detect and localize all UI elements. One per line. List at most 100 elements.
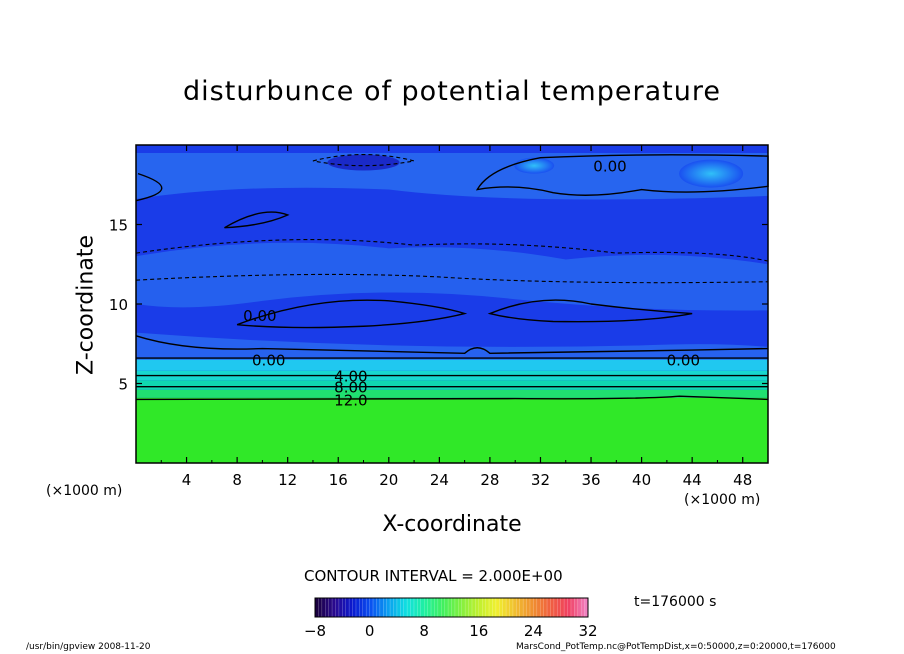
colorbar-tick-label-2: 8 bbox=[419, 622, 429, 640]
colorbar-cell bbox=[533, 598, 538, 617]
field-upper-band bbox=[136, 152, 768, 200]
colorbar-cell bbox=[338, 598, 343, 617]
x-tick-label-48: 48 bbox=[733, 471, 752, 489]
colorbar-cell bbox=[424, 598, 429, 617]
colorbar-cell bbox=[352, 598, 357, 617]
colorbar-cell bbox=[427, 598, 432, 617]
colorbar-cell bbox=[393, 598, 398, 617]
x-tick-label-8: 8 bbox=[232, 471, 242, 489]
contour-zero-mid-right bbox=[487, 299, 693, 323]
colorbar-cell bbox=[386, 598, 391, 617]
time-label: t=176000 s bbox=[634, 594, 717, 610]
colorbar-cell bbox=[379, 598, 384, 617]
colorbar-cell bbox=[570, 598, 575, 617]
colorbar-cell bbox=[471, 598, 476, 617]
colorbar-cell bbox=[332, 598, 336, 617]
colorbar-cell bbox=[553, 598, 558, 617]
colorbar-cell bbox=[482, 598, 487, 617]
field-layer-band-0 bbox=[136, 359, 768, 371]
colorbar-cell bbox=[506, 598, 511, 617]
contour-neg-mid bbox=[135, 273, 769, 284]
colorbar-cell bbox=[564, 598, 569, 617]
field-blob-upper-mid bbox=[514, 157, 555, 174]
colorbar-cell bbox=[451, 598, 456, 617]
x-unit-label: (×1000 m) bbox=[684, 492, 761, 508]
contour-lines bbox=[135, 154, 769, 401]
field-blob-dark bbox=[327, 154, 400, 171]
x-axis-label: X-coordinate bbox=[382, 512, 522, 537]
colorbar-cell bbox=[543, 598, 548, 617]
colorbar-cell bbox=[434, 598, 439, 617]
x-tick-label-36: 36 bbox=[581, 471, 600, 489]
contour-label-6: 12.0 bbox=[334, 391, 367, 409]
colorbar-cell bbox=[502, 598, 507, 617]
colorbar-cell bbox=[560, 598, 565, 617]
colorbar-cell bbox=[355, 598, 360, 617]
y-tick-label-5: 5 bbox=[118, 376, 128, 394]
colorbar-cell bbox=[369, 598, 374, 617]
colorbar-cell bbox=[390, 598, 394, 617]
x-tick-label-28: 28 bbox=[480, 471, 499, 489]
footer-command: /usr/bin/gpview 2008-11-20 bbox=[26, 642, 151, 652]
colorbar-tick-label-3: 16 bbox=[469, 622, 488, 640]
colorbar-cell bbox=[577, 598, 582, 617]
contour-label-5: 8.00 bbox=[334, 379, 367, 397]
colorbar-cell bbox=[523, 598, 528, 617]
colorbar-cell bbox=[495, 598, 500, 617]
colorbar-cell bbox=[342, 598, 347, 617]
contour-field bbox=[136, 145, 768, 463]
colorbar-cell bbox=[465, 598, 470, 617]
colorbar-cell bbox=[362, 598, 367, 617]
colorbar-cell bbox=[373, 598, 377, 617]
colorbar-cell bbox=[400, 598, 405, 617]
colorbar-cell bbox=[550, 598, 555, 617]
colorbar-cell bbox=[485, 598, 490, 617]
colorbar-cell bbox=[396, 598, 401, 617]
colorbar-cell bbox=[547, 598, 551, 617]
colorbar-cell bbox=[512, 598, 517, 617]
x-tick-label-20: 20 bbox=[379, 471, 398, 489]
contour-label-1: 0.00 bbox=[243, 307, 276, 325]
colorbar-cell bbox=[407, 598, 412, 617]
colorbar-cell bbox=[454, 598, 459, 617]
contour-12 bbox=[135, 395, 769, 401]
colorbar-cell bbox=[529, 598, 534, 617]
colorbar-cell bbox=[519, 598, 524, 617]
contour-interval-label: CONTOUR INTERVAL = 2.000E+00 bbox=[304, 567, 563, 585]
colorbar-cell bbox=[383, 598, 388, 617]
colorbar-cell bbox=[325, 598, 330, 617]
chart-title: disturbunce of potential temperature bbox=[183, 76, 721, 107]
colorbar-cell bbox=[444, 598, 449, 617]
contour-zero-lower bbox=[135, 335, 769, 354]
colorbar-cell bbox=[315, 598, 319, 617]
colorbar-cell bbox=[335, 598, 340, 617]
colorbar-cell bbox=[417, 598, 422, 617]
x-tick-label-24: 24 bbox=[430, 471, 449, 489]
colorbar-cell bbox=[492, 598, 497, 617]
colorbar-cell bbox=[536, 598, 541, 617]
contour-label-0: 0.00 bbox=[593, 158, 626, 176]
contour-zero-blob bbox=[224, 211, 290, 229]
y-tick-label-10: 10 bbox=[109, 296, 128, 314]
colorbar-cell bbox=[366, 598, 371, 617]
colorbar-cell bbox=[420, 598, 425, 617]
colorbar-tick-label-4: 24 bbox=[524, 622, 543, 640]
colorbar-cell bbox=[475, 598, 480, 617]
colorbar-cell bbox=[581, 598, 586, 617]
contour-label-2: 0.00 bbox=[252, 352, 285, 370]
colorbar-cell bbox=[376, 598, 381, 617]
x-tick-label-12: 12 bbox=[278, 471, 297, 489]
colorbar-cell bbox=[478, 598, 483, 617]
colorbar-tick-label-5: 32 bbox=[578, 622, 597, 640]
colorbar-cell bbox=[410, 598, 415, 617]
colorbar-cell bbox=[516, 598, 521, 617]
z-unit-label: (×1000 m) bbox=[46, 483, 123, 499]
field-mid-band bbox=[136, 242, 768, 311]
colorbar-cell bbox=[499, 598, 504, 617]
colorbar-cell bbox=[526, 598, 531, 617]
colorbar-frame bbox=[314, 597, 589, 618]
y-axis-label: Z-coordinate bbox=[73, 235, 99, 375]
